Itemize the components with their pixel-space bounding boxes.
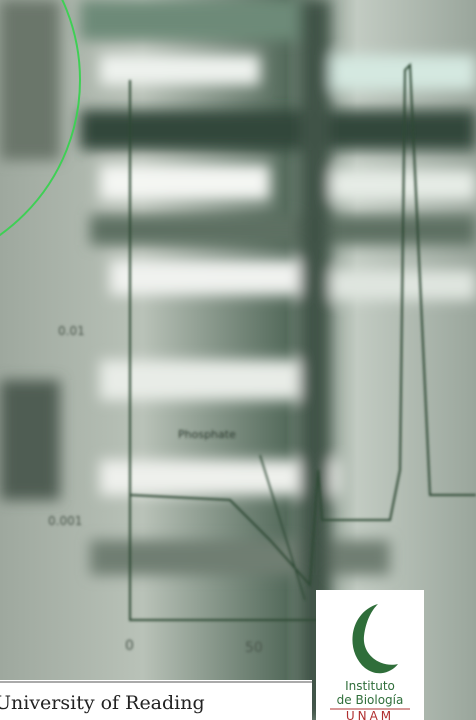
logo-crescent: [352, 604, 398, 674]
institution: University of Reading: [0, 692, 205, 714]
logo-line: Instituto: [345, 679, 395, 693]
y-label: 0.001: [48, 514, 82, 528]
logo-line: de Biología: [337, 693, 404, 707]
logo-acronym: UNAM: [346, 709, 394, 720]
circle-arc: [0, 0, 81, 237]
y-label: 0.01: [58, 324, 85, 338]
x-label: 50: [245, 640, 263, 656]
logo: Instituto de Biología UNAM: [316, 590, 424, 720]
graph-annotation: Phosphate: [178, 428, 236, 441]
x-label: 0: [125, 638, 134, 654]
footer: University of Reading: [0, 680, 312, 720]
